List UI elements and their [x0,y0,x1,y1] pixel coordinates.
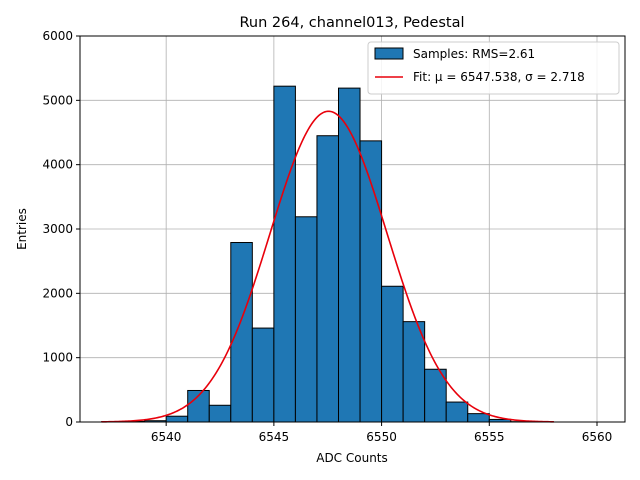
x-tick-label: 6545 [259,430,290,444]
histogram-bar [381,285,404,423]
y-tick-label: 0 [65,415,73,429]
x-tick-label: 6555 [474,430,505,444]
y-tick-label: 1000 [42,351,73,365]
histogram-bar [467,413,490,423]
legend-histogram-swatch [374,47,404,60]
histogram-bar [402,321,426,423]
legend: Samples: RMS=2.61 Fit: μ = 6547.538, σ =… [367,41,620,95]
x-tick-label: 6540 [151,430,182,444]
legend-fit-label: Fit: μ = 6547.538, σ = 2.718 [413,70,585,84]
histogram-bar [445,401,469,423]
legend-histogram-label: Samples: RMS=2.61 [413,47,535,61]
histogram-bars [101,85,533,423]
fit-curve-layer [101,110,554,423]
legend-box [367,41,620,95]
histogram-bar [273,85,296,423]
histogram-bar [251,327,275,423]
histogram-bar [337,87,361,423]
x-axis-label: ADC Counts [316,451,388,465]
y-tick-label: 6000 [42,29,73,43]
x-tick-label: 6550 [366,430,397,444]
histogram-bar [165,415,189,423]
y-tick-label: 2000 [42,286,73,300]
histogram-bar [208,404,232,423]
y-tick-label: 5000 [42,93,73,107]
y-axis-label: Entries [15,208,29,250]
y-tick-label: 4000 [42,158,73,172]
x-tick-label: 6560 [582,430,613,444]
y-axis-ticks: 0 1000 2000 3000 4000 5000 6000 [42,29,80,429]
histogram-bar [316,135,339,423]
histogram-bar [294,216,318,423]
y-tick-label: 3000 [42,222,73,236]
histogram-bar [230,242,253,423]
chart-title: Run 264, channel013, Pedestal [239,15,464,31]
fit-curve [101,110,554,423]
x-axis-ticks: 6540 6545 6550 6555 6560 [151,422,612,444]
